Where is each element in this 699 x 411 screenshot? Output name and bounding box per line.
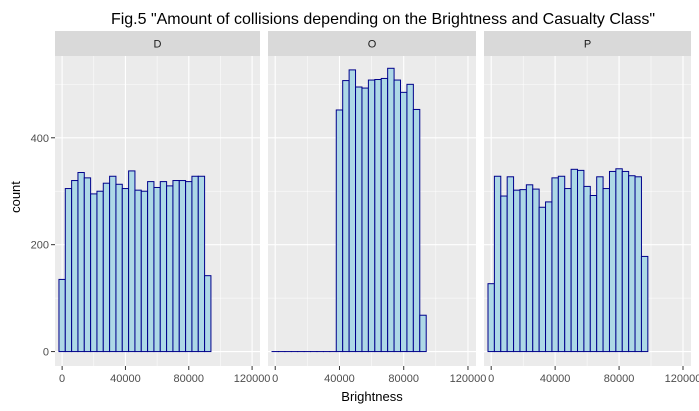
x-tick-label: 40000 [324,373,355,385]
histogram-bar [147,181,155,353]
histogram-bar [615,168,623,353]
histogram-bar [532,188,540,353]
histogram-bar [71,180,79,353]
histogram-bar [58,278,66,353]
facet-strip [55,31,260,56]
facet-strip-label: D [154,39,162,51]
histogram-bar [500,195,508,353]
histogram-bar [159,181,168,353]
histogram-bar [634,176,642,353]
y-tick-label: 400 [31,133,49,145]
x-tick-label: 0 [488,373,494,385]
histogram-bar [564,188,572,353]
histogram-bar [197,175,206,353]
x-tick-label: 0 [272,373,278,385]
histogram-bar [348,69,357,353]
histogram-bar [570,168,579,353]
x-tick-label: 0 [59,373,65,385]
chart-title: Fig.5 "Amount of collisions depending on… [111,11,655,28]
histogram-bar [551,177,559,353]
x-tick-label: 40000 [540,373,571,385]
histogram-bar [77,172,85,353]
histogram-bar [335,109,344,353]
histogram-bar [191,175,199,353]
histogram-bar [506,176,515,353]
histogram-bar [178,180,187,353]
histogram-bar [525,184,534,353]
histogram-bar [96,190,104,353]
histogram-bar [602,188,610,353]
histogram-bar [557,175,566,353]
histogram-bar [355,86,363,353]
histogram-bar [519,189,527,353]
histogram-bar [545,201,553,353]
histogram-bar [128,170,136,353]
histogram-bar [83,177,92,353]
histogram-bar [166,185,174,353]
histogram-bar [577,169,585,353]
histogram-bar [374,79,382,353]
x-tick-label: 80000 [388,373,419,385]
histogram-bar [172,180,180,353]
facet-strip [268,31,476,56]
facet-panel-p: P 0 40000 80000 120000 [484,31,699,385]
histogram-bar [153,186,161,353]
histogram-bar [204,275,212,353]
histogram-bar [628,175,636,353]
histogram-bar [185,181,193,353]
histogram-bar [90,193,98,353]
histogram-bar [419,314,427,353]
histogram-bar [513,189,521,353]
histogram-bar [393,79,402,353]
histogram-bar [493,175,502,353]
histogram-bar [487,283,495,353]
histogram-bar [102,182,111,353]
histogram-bar [583,185,591,353]
facet-strip-label: P [584,39,591,51]
histogram-bar [608,170,617,353]
histogram-bar [109,175,117,353]
histogram-bar [367,79,376,353]
x-axis-title: Brightness [341,389,403,404]
x-tick-label: 80000 [604,373,635,385]
histogram-bar [361,87,369,353]
histogram-bar [406,83,414,353]
x-tick-label: 120000 [234,373,271,385]
histogram-bar [134,189,142,353]
facet-strip-label: O [368,39,377,51]
histogram-bar [589,195,598,353]
y-axis-title: count [8,181,23,213]
x-tick-label: 80000 [173,373,204,385]
histogram-bar [115,183,123,353]
histogram-bar [64,188,73,353]
histogram-bar [538,206,547,353]
histogram-bar [342,80,350,353]
histogram-bar [121,188,130,353]
histogram-bar [400,91,408,353]
histogram-bar [621,170,630,353]
y-tick-label: 200 [31,240,49,252]
histogram-bar [412,108,421,353]
facet-panel-o: O 0 40000 80000 120000 [268,31,486,385]
x-tick-label: 120000 [665,373,699,385]
histogram-bar [140,190,149,353]
histogram-bar [387,67,395,353]
histogram-bar [380,77,389,353]
facet-strip [484,31,691,56]
x-tick-label: 120000 [450,373,487,385]
x-tick-label: 40000 [110,373,141,385]
histogram-bar [640,255,649,353]
facet-panel-d: D 0 40000 80000 120000 0 200 400 [31,31,271,385]
histogram-bar [596,176,604,353]
y-tick-label: 0 [43,347,49,359]
